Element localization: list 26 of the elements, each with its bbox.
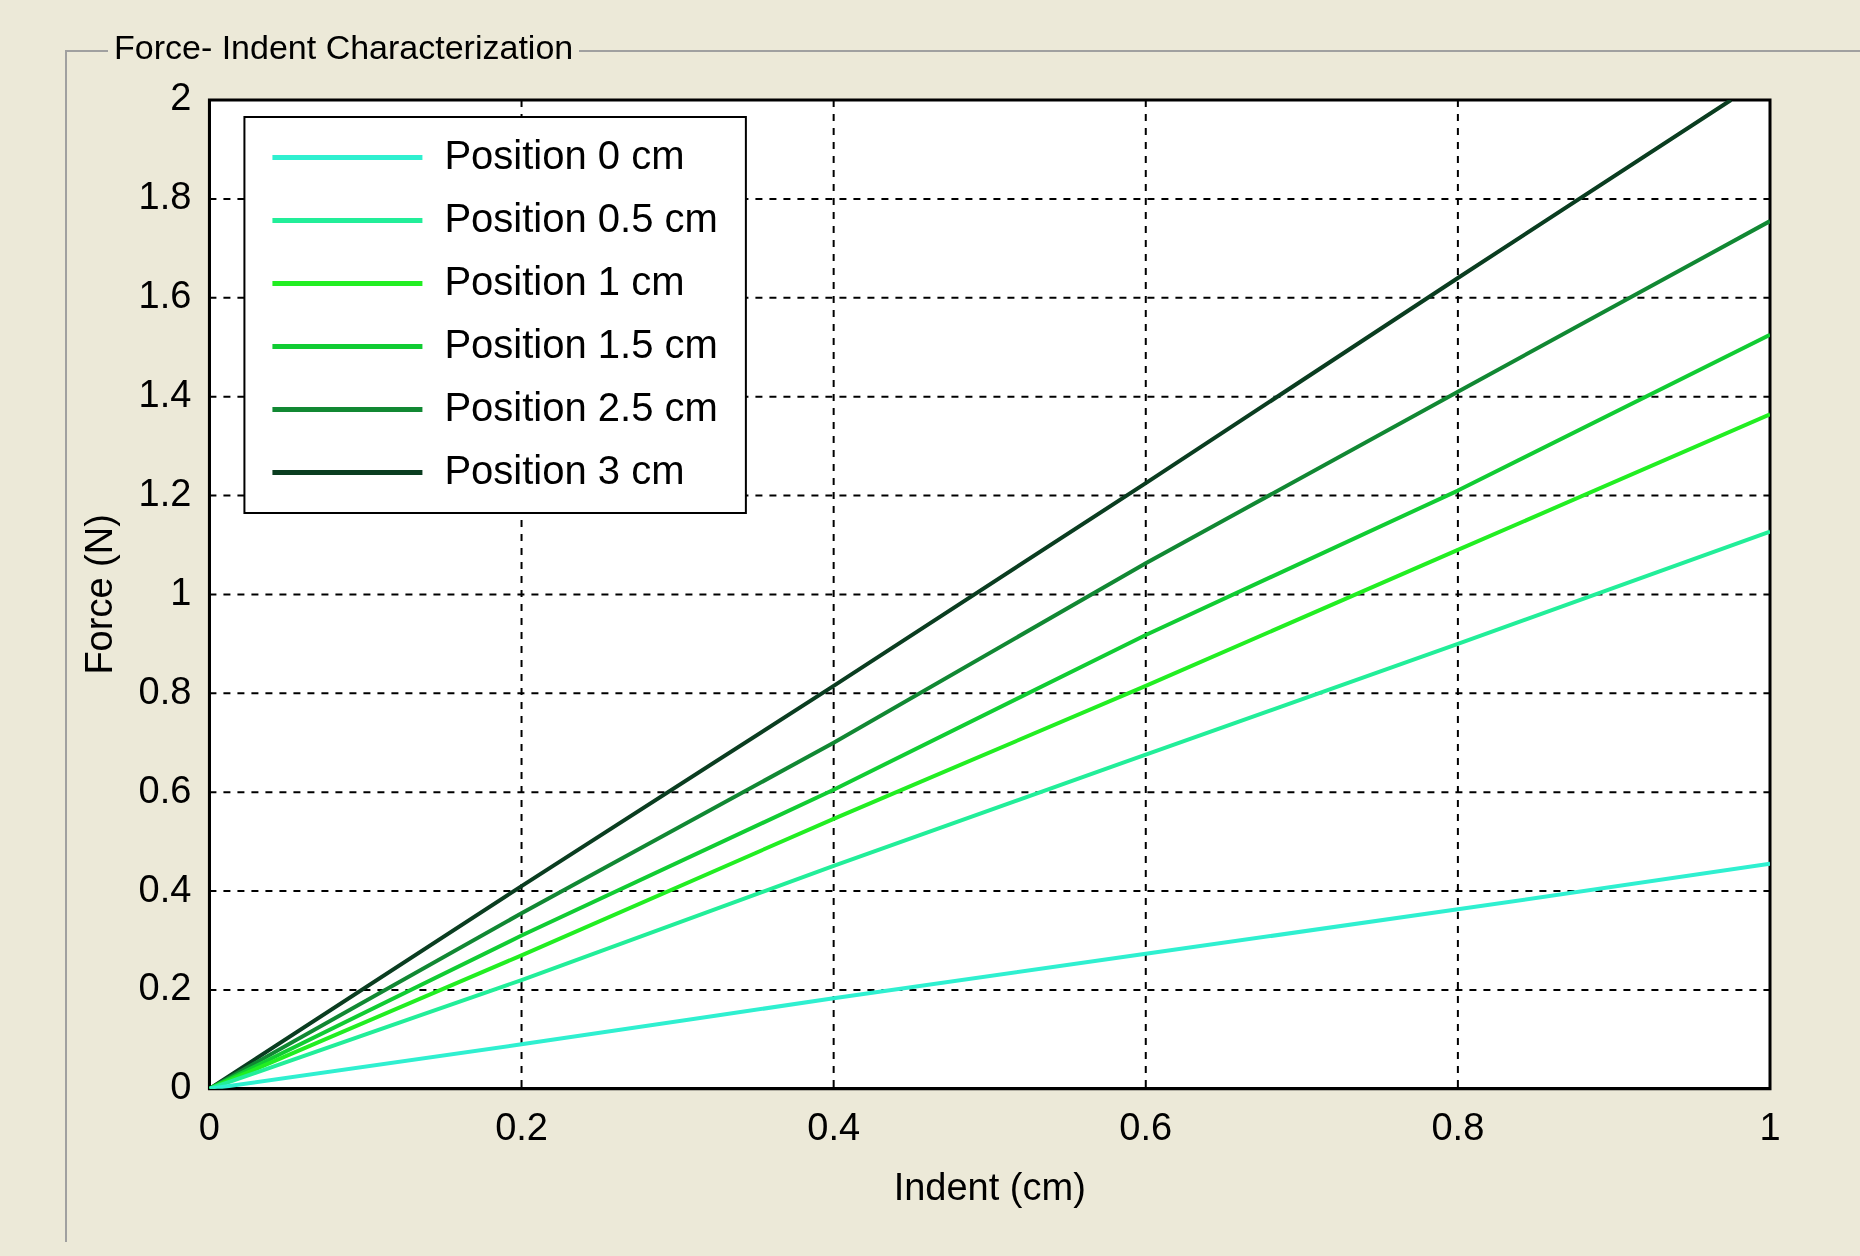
y-tick-label: 0.4 (138, 867, 192, 910)
y-tick-label: 1.2 (138, 472, 192, 514)
x-tick-label: 0.8 (1431, 1106, 1485, 1149)
x-tick-label: 0 (198, 1106, 220, 1149)
x-tick-label: 1 (1759, 1106, 1781, 1149)
legend-label: Position 1 cm (444, 258, 685, 303)
y-tick-label: 0.8 (138, 669, 192, 712)
y-tick-label: 1.8 (138, 175, 192, 218)
legend-label: Position 1.5 cm (444, 321, 718, 366)
y-tick-label: 1.6 (138, 274, 192, 317)
chart-title: Force- Indent Characterization (108, 28, 580, 67)
legend-label: Position 3 cm (444, 447, 685, 492)
x-tick-label: 0.4 (807, 1106, 861, 1149)
y-axis-title: Force (N) (78, 514, 121, 675)
y-tick-label: 0.2 (138, 966, 192, 1009)
x-axis-title: Indent (cm) (893, 1165, 1086, 1208)
legend-label: Position 0 cm (444, 132, 685, 177)
x-tick-label: 0.2 (495, 1106, 548, 1149)
x-tick-label: 0.6 (1119, 1106, 1173, 1149)
y-tick-label: 0 (170, 1065, 192, 1108)
legend-label: Position 2.5 cm (444, 384, 718, 429)
y-tick-label: 0.6 (138, 768, 192, 811)
legend-label: Position 0.5 cm (444, 195, 718, 240)
y-tick-label: 1 (170, 570, 192, 613)
y-tick-label: 1.4 (138, 373, 192, 416)
y-tick-label: 2 (170, 76, 192, 119)
